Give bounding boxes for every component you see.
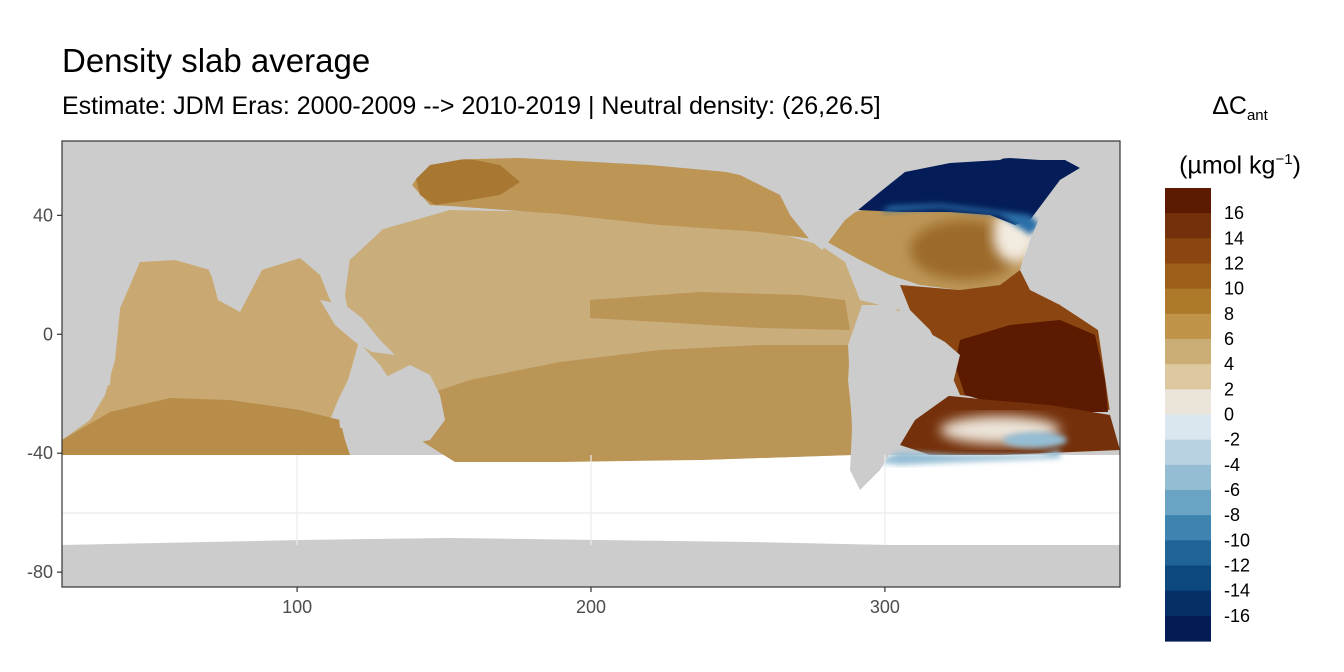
legend-title: ΔCant (µmol kg−1) [1160, 84, 1320, 187]
legend-color-bin [1165, 188, 1211, 214]
x-tick-label: 100 [282, 597, 312, 617]
legend-label: 0 [1224, 405, 1234, 425]
legend-label: -14 [1224, 581, 1250, 601]
region-pacific-subpolar [412, 158, 520, 205]
legend-color-bin [1165, 464, 1211, 491]
region-indian-ocean [62, 258, 358, 448]
x-axis: 100 200 300 [282, 587, 900, 617]
legend-label: -2 [1224, 430, 1240, 450]
atlantic-south-negative [1003, 432, 1067, 448]
region-pacific-eastern-band [590, 292, 850, 330]
legend-label: -12 [1224, 556, 1250, 576]
legend-label: 8 [1224, 304, 1234, 324]
legend-color-bin [1165, 238, 1211, 265]
land-africa [62, 230, 120, 440]
legend-color-bin [1165, 565, 1211, 592]
legend-color-bin [1165, 389, 1211, 416]
legend-label: 16 [1224, 203, 1244, 223]
legend-title-variable: ΔCant [1212, 92, 1268, 124]
legend-color-bin [1165, 339, 1211, 365]
legend-color-bin [1165, 515, 1211, 541]
legend-label: 4 [1224, 354, 1234, 374]
legend-color-bin [1165, 615, 1211, 642]
atlantic-subpolar-edge [880, 204, 1040, 235]
legend-color-bin [1165, 364, 1211, 390]
land-greenland [1080, 141, 1120, 168]
y-axis: 40 0 -40 -80 [27, 205, 62, 582]
region-atlantic-equatorial-core [955, 320, 1108, 412]
chart-subtitle: Estimate: JDM Eras: 2000-2009 --> 2010-2… [62, 92, 881, 120]
x-tick-label: 300 [870, 597, 900, 617]
gridlines [62, 455, 1120, 545]
legend-color-bin [1165, 540, 1211, 567]
legend-color-bin [1165, 263, 1211, 290]
legend-label: 12 [1224, 254, 1244, 274]
region-pacific-north [412, 158, 840, 240]
antarctic-margin [62, 520, 890, 545]
land-antarctica [62, 538, 1120, 587]
atlantic-south-fringe [875, 450, 1060, 465]
legend-color-bin [1165, 439, 1211, 466]
legend-color-bin [1165, 213, 1211, 239]
legend-color-bin [1165, 590, 1211, 617]
region-indian-ocean-south [62, 398, 350, 455]
y-tick-label: 40 [33, 205, 53, 225]
legend-label: -16 [1224, 606, 1250, 626]
legend-label: 2 [1224, 379, 1234, 399]
legend-label: -6 [1224, 480, 1240, 500]
legend-color-bin [1165, 288, 1211, 315]
land-maritime-continent [320, 300, 395, 355]
legend-label: -4 [1224, 455, 1240, 475]
x-tick-label: 200 [576, 597, 606, 617]
legend-title-units: (µmol kg−1) [1179, 151, 1301, 180]
legend-color-bin [1165, 490, 1211, 516]
y-tick-label: -80 [27, 562, 53, 582]
legend-color-bin [1165, 414, 1211, 441]
land-africa-west [1060, 305, 1120, 420]
land-australia [338, 365, 445, 445]
land-north-america [620, 141, 1040, 250]
chart-title: Density slab average [62, 42, 371, 79]
y-tick-label: -40 [27, 443, 53, 463]
land-europe [1020, 160, 1120, 305]
legend-label: 14 [1224, 228, 1244, 248]
y-tick-label: 0 [43, 324, 53, 344]
legend-color-bin [1165, 313, 1211, 340]
legend-label: 6 [1224, 329, 1234, 349]
legend-label: -10 [1224, 530, 1250, 550]
legend-colorbar: 16 14 12 10 8 6 4 2 0 -2 -4 -6 -8 -10 -12 -14 -16 [1165, 188, 1250, 642]
atlantic-subtropical-core [910, 220, 1020, 280]
land-asia [62, 141, 470, 300]
legend-label: 10 [1224, 279, 1244, 299]
land-south-america [848, 305, 960, 490]
region-pacific-south [410, 345, 852, 462]
legend-label: -8 [1224, 505, 1240, 525]
